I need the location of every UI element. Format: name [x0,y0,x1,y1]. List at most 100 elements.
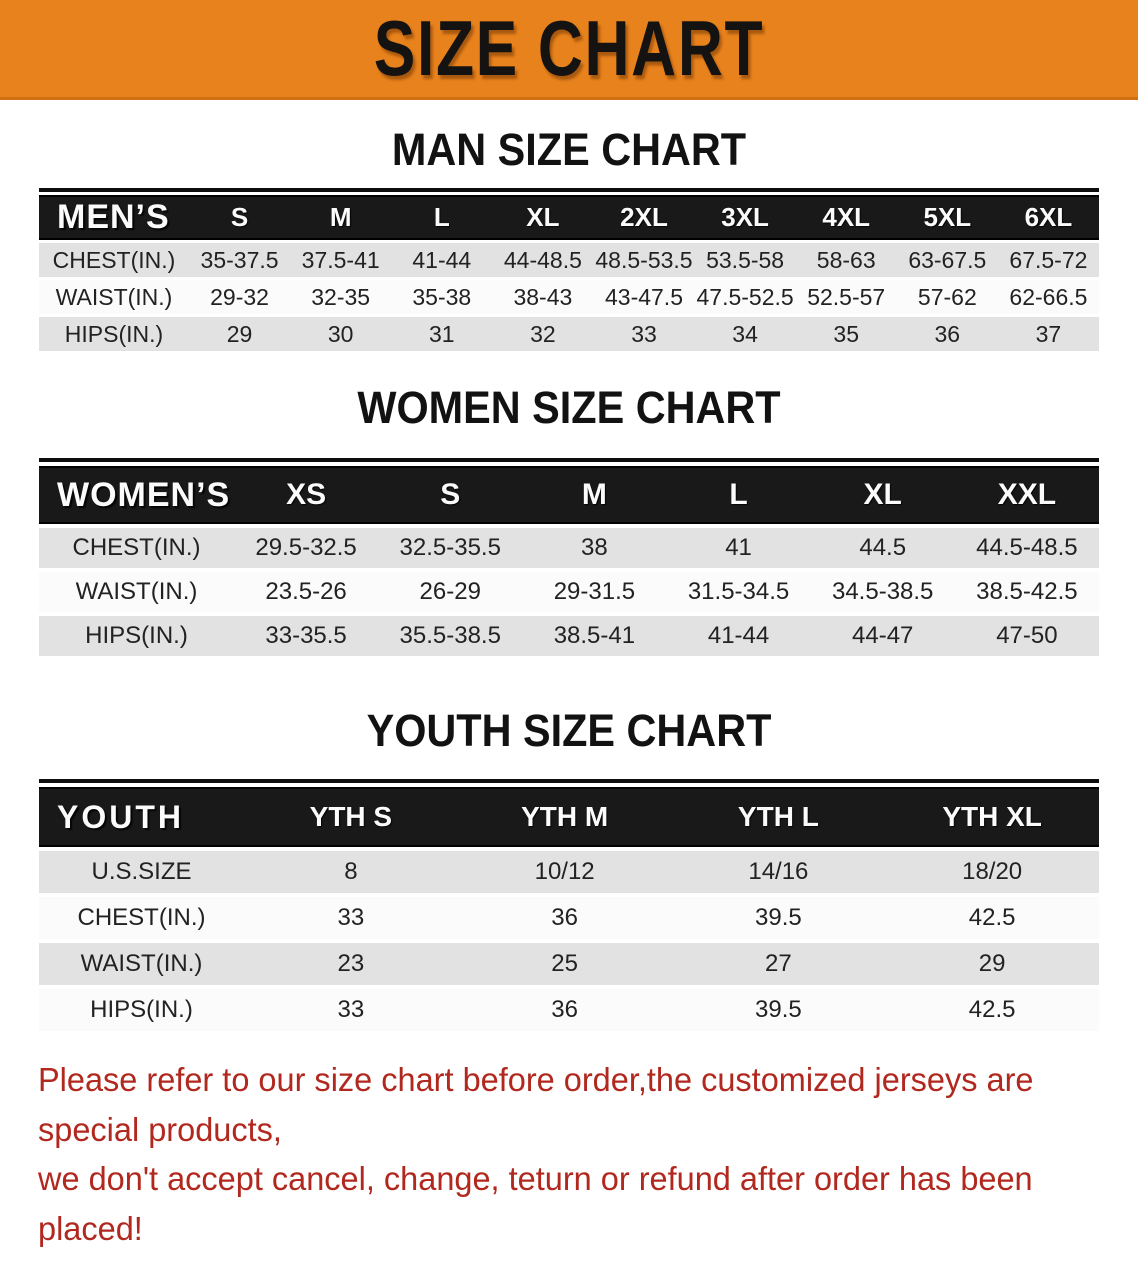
women-size-table: WOMEN’S XS S M L XL XXL CHEST(IN.) 29.5-32.5 32.5… [39,462,1099,660]
youth-size-table-wrap: YOUTH YTH S YTH M YTH L YTH XL U.S.SIZE 8 10/12… [39,779,1099,1035]
men-size-table: MEN’S S M L XL 2XL 3XL 4XL 5XL 6XL CHEST(IN.) 35-37… [39,192,1099,354]
youth-size-value: 39.5 [755,996,802,1023]
youth-size-value: 39.5 [755,904,802,931]
youth-size-value: 27 [765,950,792,977]
women-size-value: 38 [581,534,608,561]
youth-size-value: 8 [344,858,358,885]
men-size-column-header: 2XL [593,195,695,240]
youth-row-label: WAIST(IN.) [80,950,203,977]
men-size-value: 41-44 [412,246,472,273]
men-table-header-row: MEN’S S M L XL 2XL 3XL 4XL 5XL 6XL [39,195,1099,240]
men-table-row: WAIST(IN.) 29-32 32-35 35-38 38-43 43-47.5 47.… [39,280,1099,314]
youth-row-label: HIPS(IN.) [90,996,193,1023]
women-table-header-row: WOMEN’S XS S M L XL XXL [39,466,1099,524]
women-size-value: 38.5-42.5 [976,578,1078,605]
youth-size-column-header: YTH L [671,787,886,847]
women-size-value: 41 [725,534,752,561]
women-table-label: WOMEN’S [39,466,234,524]
men-row-label: CHEST(IN.) [52,246,176,273]
men-size-value: 52.5-57 [807,283,886,310]
men-size-column-header: 5XL [896,195,998,240]
men-table-row: CHEST(IN.) 35-37.5 37.5-41 41-44 44-48.5 48.5… [39,243,1099,277]
men-size-value: 38-43 [513,283,573,310]
men-size-value: 35-37.5 [200,246,279,273]
men-table-label: MEN’S [39,195,189,240]
men-size-value: 30 [327,320,354,347]
men-size-value: 43-47.5 [604,283,683,310]
men-size-value: 36 [934,320,961,347]
women-size-table-wrap: WOMEN’S XS S M L XL XXL CHEST(IN.) 29.5-32.5 32.5… [39,458,1099,660]
youth-table-label: YOUTH [39,787,244,847]
women-size-value: 35.5-38.5 [399,622,501,649]
youth-size-column-header: YTH S [244,787,458,847]
men-size-value: 31 [428,320,455,347]
women-table-row: WAIST(IN.) 23.5-26 26-29 29-31.5 31.5-34.5 34… [39,572,1099,612]
men-size-column-header: 6XL [997,195,1099,240]
youth-size-value: 42.5 [968,996,1016,1023]
men-size-value: 35 [833,320,859,347]
women-size-value: 41-44 [707,622,770,649]
men-row-label: HIPS(IN.) [64,320,164,347]
men-size-column-header: 3XL [694,195,796,240]
women-size-column-header: XS [234,466,379,524]
men-size-column-header: S [189,195,291,240]
women-row-label: CHEST(IN.) [72,534,201,561]
men-size-value: 63-67.5 [908,246,987,273]
men-size-value: 37.5-41 [301,246,380,273]
youth-size-value: 10/12 [534,858,595,885]
men-size-value: 29-32 [210,283,269,310]
men-size-value: 35-38 [412,283,472,310]
youth-size-value: 25 [551,950,578,977]
youth-table-row: WAIST(IN.) 23 25 27 29 [39,943,1099,985]
youth-size-value: 29 [978,950,1006,977]
youth-size-column-header: YTH M [457,787,672,847]
youth-size-value: 36 [551,996,578,1023]
women-size-value: 29-31.5 [553,578,636,605]
men-size-column-header: XL [492,195,594,240]
women-row-label: WAIST(IN.) [75,578,198,605]
women-size-value: 23.5-26 [265,578,347,605]
women-size-value: 33-35.5 [265,622,347,649]
women-size-value: 44.5-48.5 [976,534,1078,561]
women-size-column-header: L [666,466,811,524]
youth-table-header-row: YOUTH YTH S YTH M YTH L YTH XL [39,787,1099,847]
women-size-value: 29.5-32.5 [255,534,357,561]
men-size-value: 47.5-52.5 [696,283,794,310]
notice-line-1: Please refer to our size chart before or… [38,1061,1034,1148]
men-size-value: 62-66.5 [1009,283,1088,310]
youth-size-value: 33 [337,904,365,931]
youth-row-label: CHEST(IN.) [77,904,206,931]
men-size-section: MAN SIZE CHART MEN’S S M L XL 2XL 3XL 4XL 5XL 6XL C… [0,124,1138,354]
men-size-value: 34 [732,320,758,347]
youth-table-row: U.S.SIZE 8 10/12 14/16 18/20 [39,851,1099,893]
men-size-value: 57-62 [917,283,977,310]
youth-size-value: 14/16 [748,858,809,885]
women-section-heading: WOMEN SIZE CHART [357,382,781,433]
men-size-value: 29 [226,320,253,347]
youth-size-value: 33 [337,996,365,1023]
men-row-label: WAIST(IN.) [55,283,173,310]
men-section-heading: MAN SIZE CHART [391,124,747,175]
women-size-value: 34.5-38.5 [831,578,934,605]
men-size-value: 37 [1035,320,1062,347]
men-table-row: HIPS(IN.) 29 30 31 32 33 34 35 36 37 [39,317,1099,351]
men-size-value: 32 [530,320,556,347]
men-size-value: 33 [631,320,657,347]
men-size-value: 53.5-58 [706,246,785,273]
women-size-value: 26-29 [419,578,481,605]
women-size-section: WOMEN SIZE CHART WOMEN’S XS S M L XL XXL CHEST(I… [0,382,1138,660]
men-size-value: 58-63 [816,246,876,273]
youth-size-value: 36 [551,904,578,931]
women-size-column-header: S [378,466,523,524]
size-sections: MAN SIZE CHART MEN’S S M L XL 2XL 3XL 4XL 5XL 6XL C… [0,124,1138,1035]
youth-table-row: CHEST(IN.) 33 36 39.5 42.5 [39,897,1099,939]
youth-size-column-header: YTH XL [885,787,1099,847]
men-size-column-header: 4XL [795,195,897,240]
youth-size-value: 23 [337,950,365,977]
women-size-column-header: XXL [954,466,1099,524]
youth-size-section: YOUTH SIZE CHART YOUTH YTH S YTH M YTH L YTH … [0,705,1138,1035]
youth-section-heading: YOUTH SIZE CHART [366,705,772,756]
footer-notice: Please refer to our size chart before or… [38,1055,1084,1253]
women-size-value: 47-50 [996,622,1058,649]
